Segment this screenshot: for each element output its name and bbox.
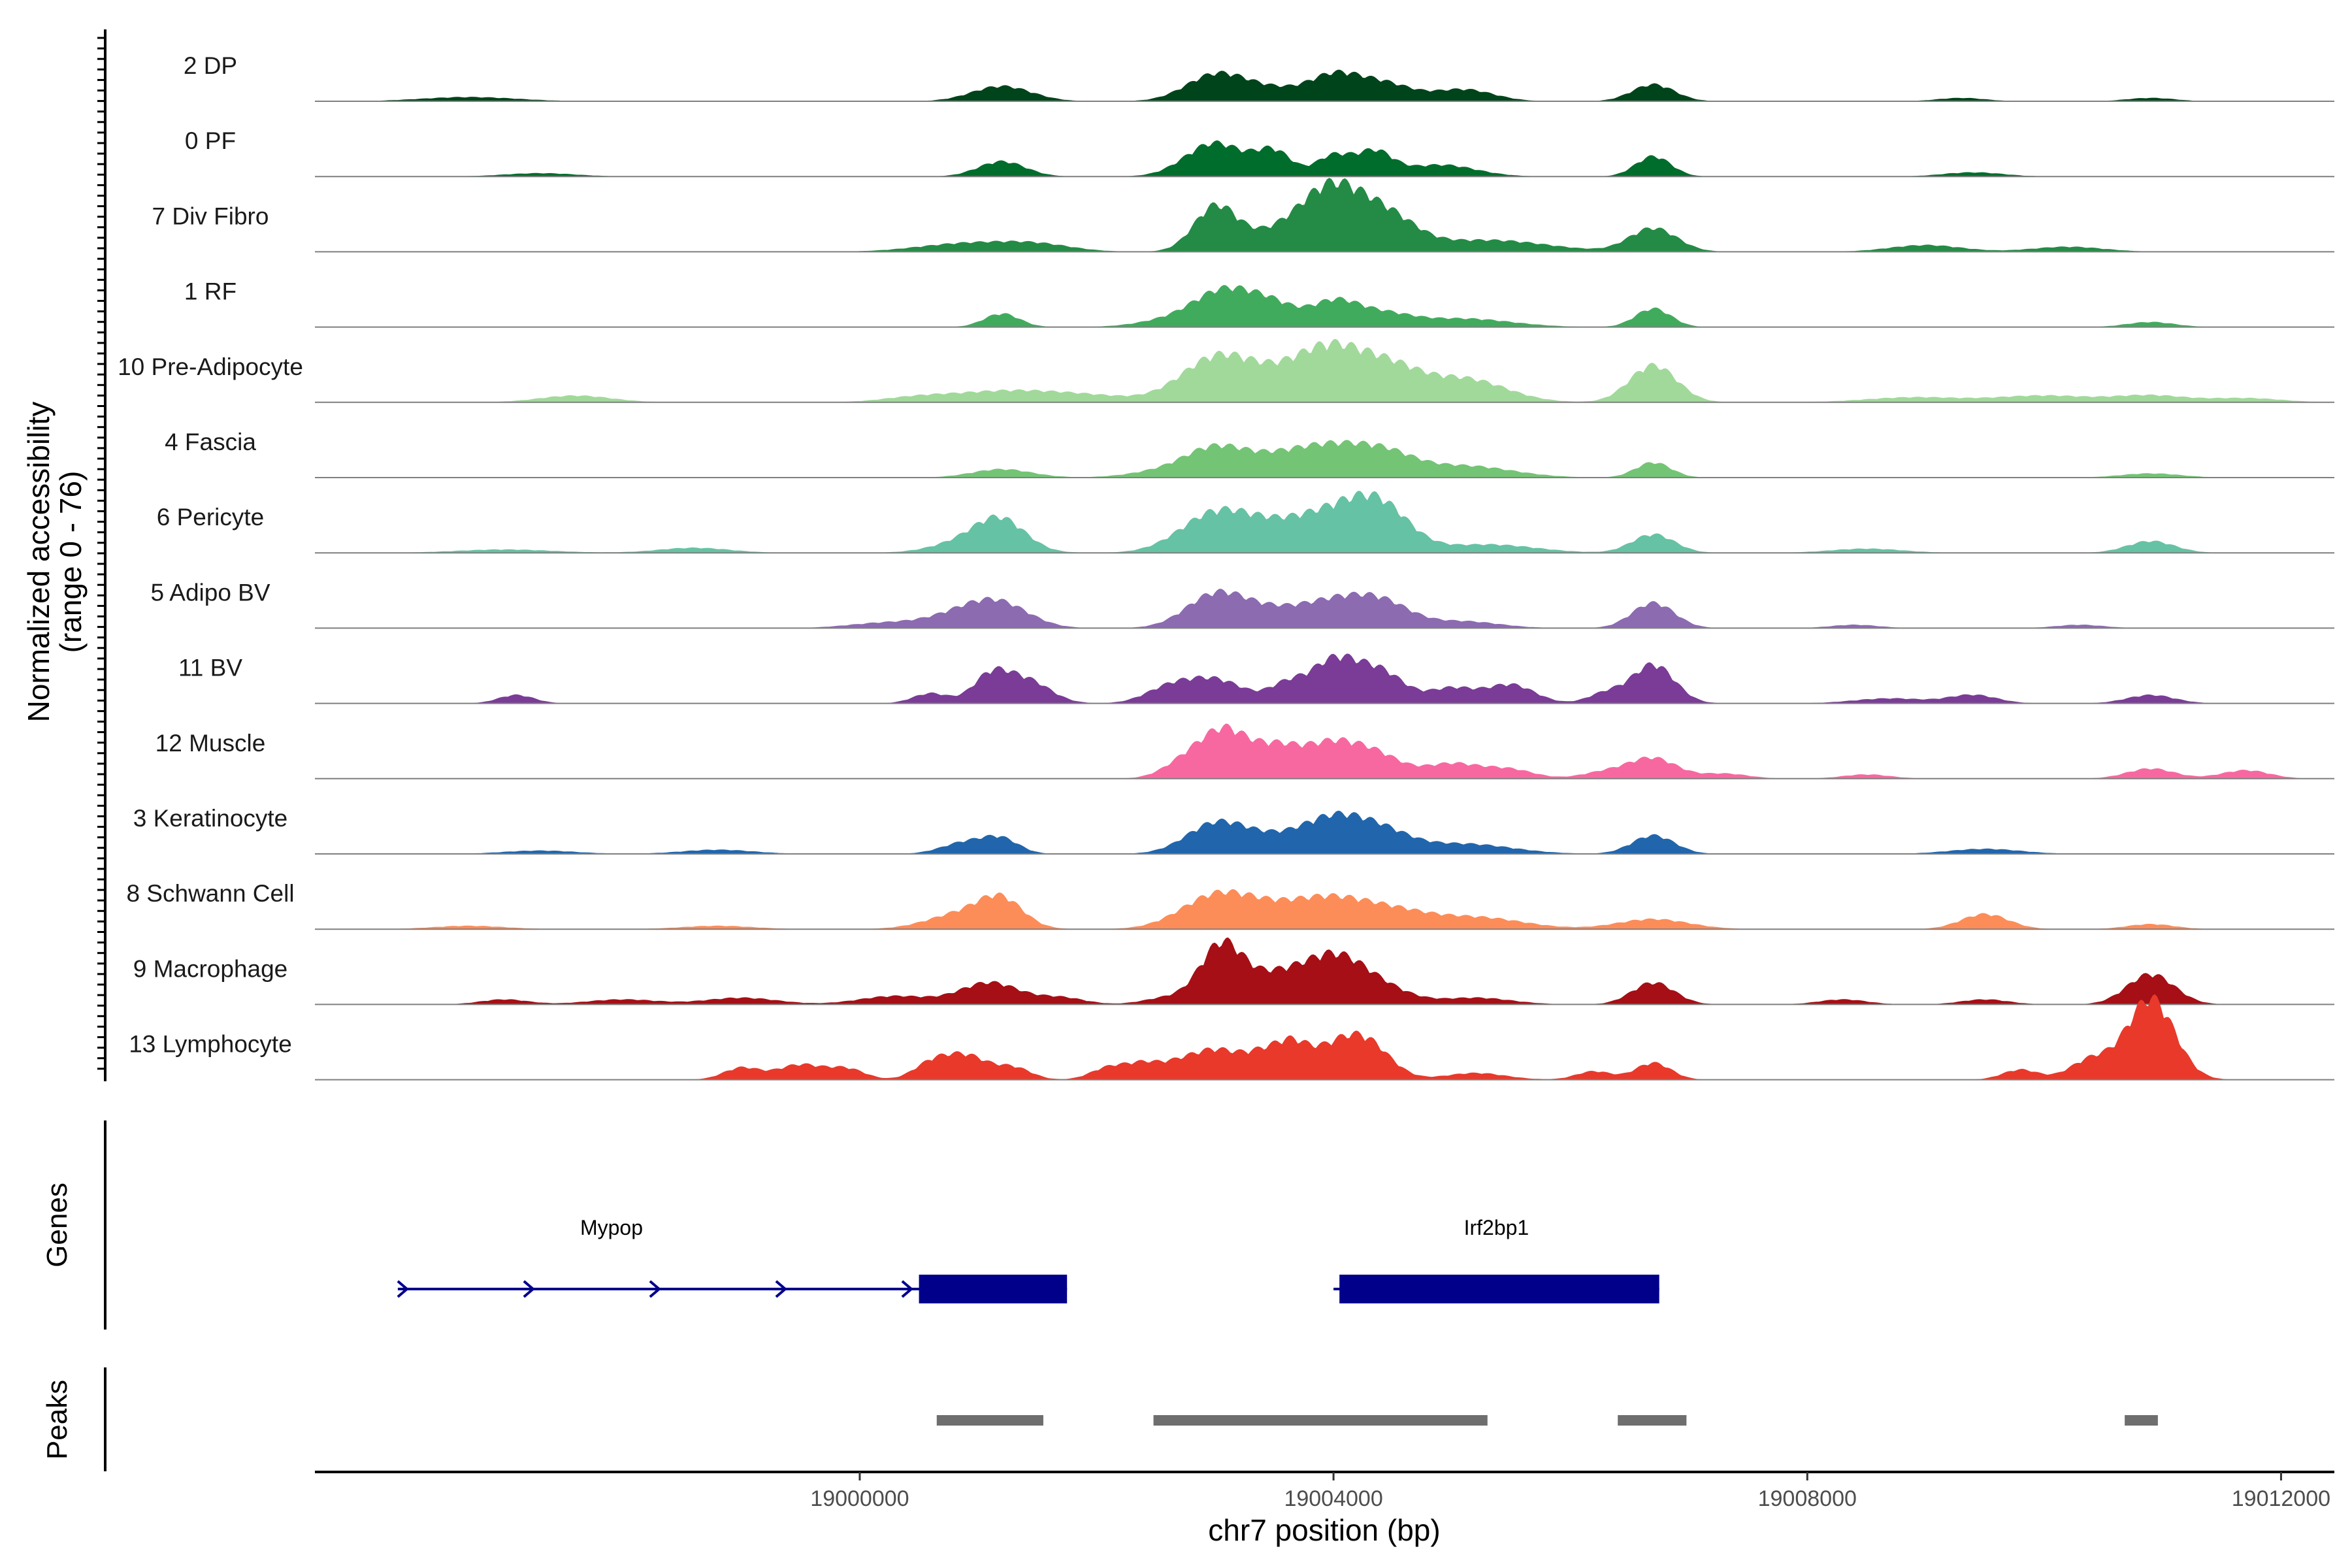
y-axis-title: Normalized accessibility (range 0 - 76) — [22, 402, 88, 723]
gene-models: Mypop Irf2bp1 — [397, 1216, 1659, 1303]
x-axis: 19000000 19004000 19008000 19012000 chr7 po… — [315, 1471, 2334, 1547]
coverage-area — [315, 723, 2334, 779]
track-3: 7 Div Fibro — [152, 178, 2334, 253]
track-label: 12 Muscle — [155, 730, 266, 757]
coverage-y-axis-ticks — [97, 37, 105, 1070]
strand-arrow-icon — [649, 1280, 661, 1298]
coverage-area — [315, 491, 2334, 553]
track-label: 4 Fascia — [165, 429, 256, 455]
y-axis-title-line2: (range 0 - 76) — [54, 471, 88, 653]
coverage-y-axis — [97, 29, 106, 1081]
peak-regions — [936, 1415, 2158, 1426]
track-label: 13 Lymphocyte — [129, 1031, 292, 1058]
gene-Mypop: Mypop — [397, 1216, 1068, 1303]
track-8: 5 Adipo BV — [150, 579, 2334, 629]
track-7: 6 Pericyte — [157, 491, 2334, 554]
coverage-area — [315, 140, 2334, 177]
track-label: 7 Div Fibro — [152, 203, 269, 229]
track-12: 8 Schwann Cell — [126, 880, 2334, 930]
coverage-area — [315, 440, 2334, 478]
x-tick-label: 19004000 — [1284, 1486, 1382, 1511]
track-label: 10 Pre-Adipocyte — [118, 353, 303, 380]
coverage-area — [315, 589, 2334, 629]
track-4: 1 RF — [184, 278, 2334, 328]
coverage-area — [315, 889, 2334, 930]
strand-arrow-icon — [901, 1280, 913, 1298]
strand-arrow-icon — [523, 1280, 535, 1298]
track-9: 11 BV — [178, 653, 2334, 704]
genes-panel-title: Genes — [41, 1183, 73, 1267]
peak-region — [2125, 1415, 2158, 1426]
track-14: 13 Lymphocyte — [129, 994, 2334, 1081]
peak-region — [936, 1415, 1043, 1426]
x-tick-label: 19008000 — [1758, 1486, 1857, 1511]
gene-exon — [1339, 1275, 1659, 1303]
track-label: 11 BV — [178, 655, 242, 681]
x-axis-title: chr7 position (bp) — [1208, 1513, 1440, 1547]
gene-Irf2bp1: Irf2bp1 — [1333, 1216, 1659, 1303]
track-label: 9 Macrophage — [133, 955, 288, 982]
genes-panel: Genes Mypop Irf2bp1 — [41, 1120, 1659, 1330]
gene-name: Mypop — [580, 1216, 643, 1239]
track-5: 10 Pre-Adipocyte — [118, 338, 2334, 403]
track-10: 12 Muscle — [155, 723, 2334, 779]
gene-exon — [919, 1275, 1068, 1303]
track-label: 2 DP — [184, 52, 237, 79]
peaks-panel-title: Peaks — [41, 1380, 73, 1460]
peak-region — [1618, 1415, 1687, 1426]
coverage-area — [315, 653, 2334, 704]
x-tick-label: 19000000 — [810, 1486, 909, 1511]
gene-name: Irf2bp1 — [1464, 1216, 1529, 1239]
track-2: 0 PF — [185, 127, 2334, 178]
track-11: 3 Keratinocyte — [133, 805, 2334, 855]
strand-arrow-icon — [397, 1280, 409, 1298]
coverage-area — [315, 338, 2334, 402]
coverage-tracks: 2 DP 0 PF 7 Div Fibro 1 RF 10 Pre-Adipocyte 4… — [118, 52, 2334, 1081]
track-1: 2 DP — [184, 52, 2334, 102]
coverage-area — [315, 178, 2334, 252]
track-label: 3 Keratinocyte — [133, 805, 288, 832]
track-label: 1 RF — [184, 278, 237, 305]
coverage-area — [315, 810, 2334, 854]
track-label: 6 Pericyte — [157, 504, 265, 531]
track-label: 5 Adipo BV — [150, 579, 270, 606]
track-label: 8 Schwann Cell — [126, 880, 294, 907]
strand-arrow-icon — [775, 1280, 787, 1298]
coverage-area — [315, 285, 2334, 327]
track-13: 9 Macrophage — [133, 937, 2334, 1005]
peaks-panel: Peaks — [41, 1367, 2158, 1471]
x-axis-ticks: 19000000 19004000 19008000 19012000 — [810, 1472, 2330, 1511]
track-label: 0 PF — [185, 127, 236, 154]
track-6: 4 Fascia — [165, 429, 2334, 478]
coverage-area — [315, 994, 2334, 1080]
x-tick-label: 19012000 — [2232, 1486, 2330, 1511]
peak-region — [1153, 1415, 1488, 1426]
y-axis-title-line1: Normalized accessibility — [22, 402, 56, 723]
coverage-area — [315, 69, 2334, 101]
coverage-area — [315, 937, 2334, 1005]
